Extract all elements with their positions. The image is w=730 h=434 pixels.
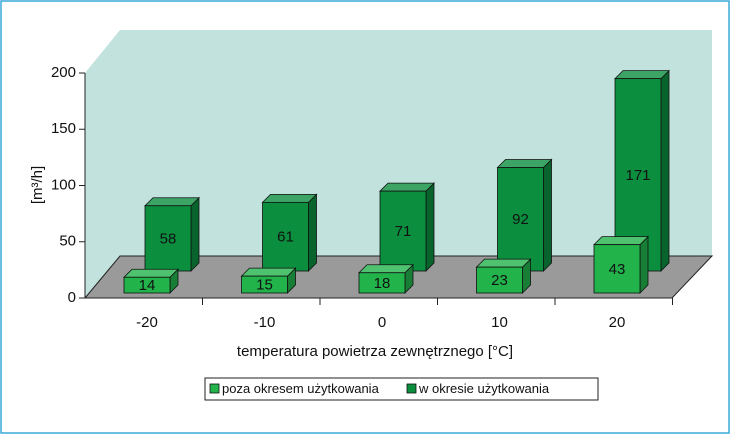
- legend-swatch: [209, 383, 220, 394]
- value-label: 23: [491, 272, 508, 289]
- bar: [358, 272, 406, 294]
- bar-top: [123, 268, 179, 278]
- bar-top: [614, 70, 670, 80]
- x-tick-label: 10: [491, 314, 508, 331]
- bar-side: [190, 196, 200, 272]
- back-wall: [85, 30, 712, 298]
- legend-label: poza okresem użytkowania: [222, 381, 380, 396]
- bar-top: [261, 193, 318, 203]
- x-tick-label: -10: [254, 314, 276, 331]
- x-tick-label: 20: [609, 314, 626, 331]
- bar: [241, 275, 288, 294]
- value-label: 15: [256, 277, 273, 294]
- value-label: 61: [277, 229, 294, 246]
- y-tick-label: 50: [59, 233, 76, 250]
- bar-side: [543, 158, 552, 272]
- bar: [476, 266, 523, 294]
- legend-label: w okresie użytkowania: [418, 381, 550, 396]
- y-tick-label: 200: [51, 64, 76, 81]
- value-label: 58: [160, 230, 177, 247]
- legend: [204, 377, 599, 401]
- y-tick-label: 0: [68, 289, 76, 306]
- x-axis-label: temperatura powietrza zewnętrznego [°C]: [237, 343, 513, 360]
- bar-top: [379, 182, 435, 192]
- bar-top: [475, 258, 532, 268]
- bar-top: [358, 264, 414, 274]
- value-label: 43: [609, 261, 626, 278]
- value-label: 71: [395, 223, 412, 240]
- y-tick-label: 100: [51, 176, 76, 193]
- bar-top: [593, 236, 649, 246]
- bar-side: [660, 69, 670, 272]
- value-label: 18: [374, 275, 391, 292]
- y-tick-label: 150: [51, 120, 76, 137]
- bar: [593, 244, 641, 294]
- bar: [144, 205, 192, 272]
- bar-side: [308, 193, 317, 272]
- bar: [262, 201, 309, 272]
- value-label: 14: [139, 277, 156, 294]
- value-label: 92: [512, 211, 529, 228]
- bar-side: [425, 182, 435, 272]
- value-label: 171: [625, 167, 650, 184]
- bar: [123, 276, 171, 294]
- bar-top: [496, 159, 553, 168]
- bar-side: [639, 235, 649, 294]
- y-axis-label: [m³/h]: [29, 166, 46, 204]
- x-tick-label: -20: [136, 314, 158, 331]
- legend-swatch: [406, 383, 417, 394]
- bar-top: [144, 197, 200, 207]
- bar-top: [240, 267, 297, 277]
- x-tick-label: 0: [378, 314, 386, 331]
